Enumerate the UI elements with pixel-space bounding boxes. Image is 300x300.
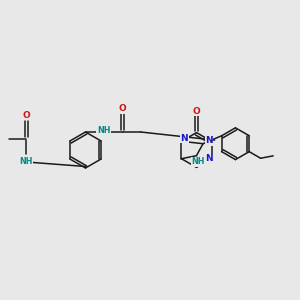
Text: NH: NH bbox=[97, 126, 110, 135]
Text: N: N bbox=[181, 134, 188, 143]
Text: O: O bbox=[193, 106, 200, 116]
Text: N: N bbox=[206, 136, 213, 145]
Text: O: O bbox=[22, 111, 30, 120]
Text: N: N bbox=[206, 154, 213, 163]
Text: NH: NH bbox=[191, 157, 205, 166]
Text: NH: NH bbox=[19, 158, 32, 166]
Text: O: O bbox=[119, 104, 127, 113]
